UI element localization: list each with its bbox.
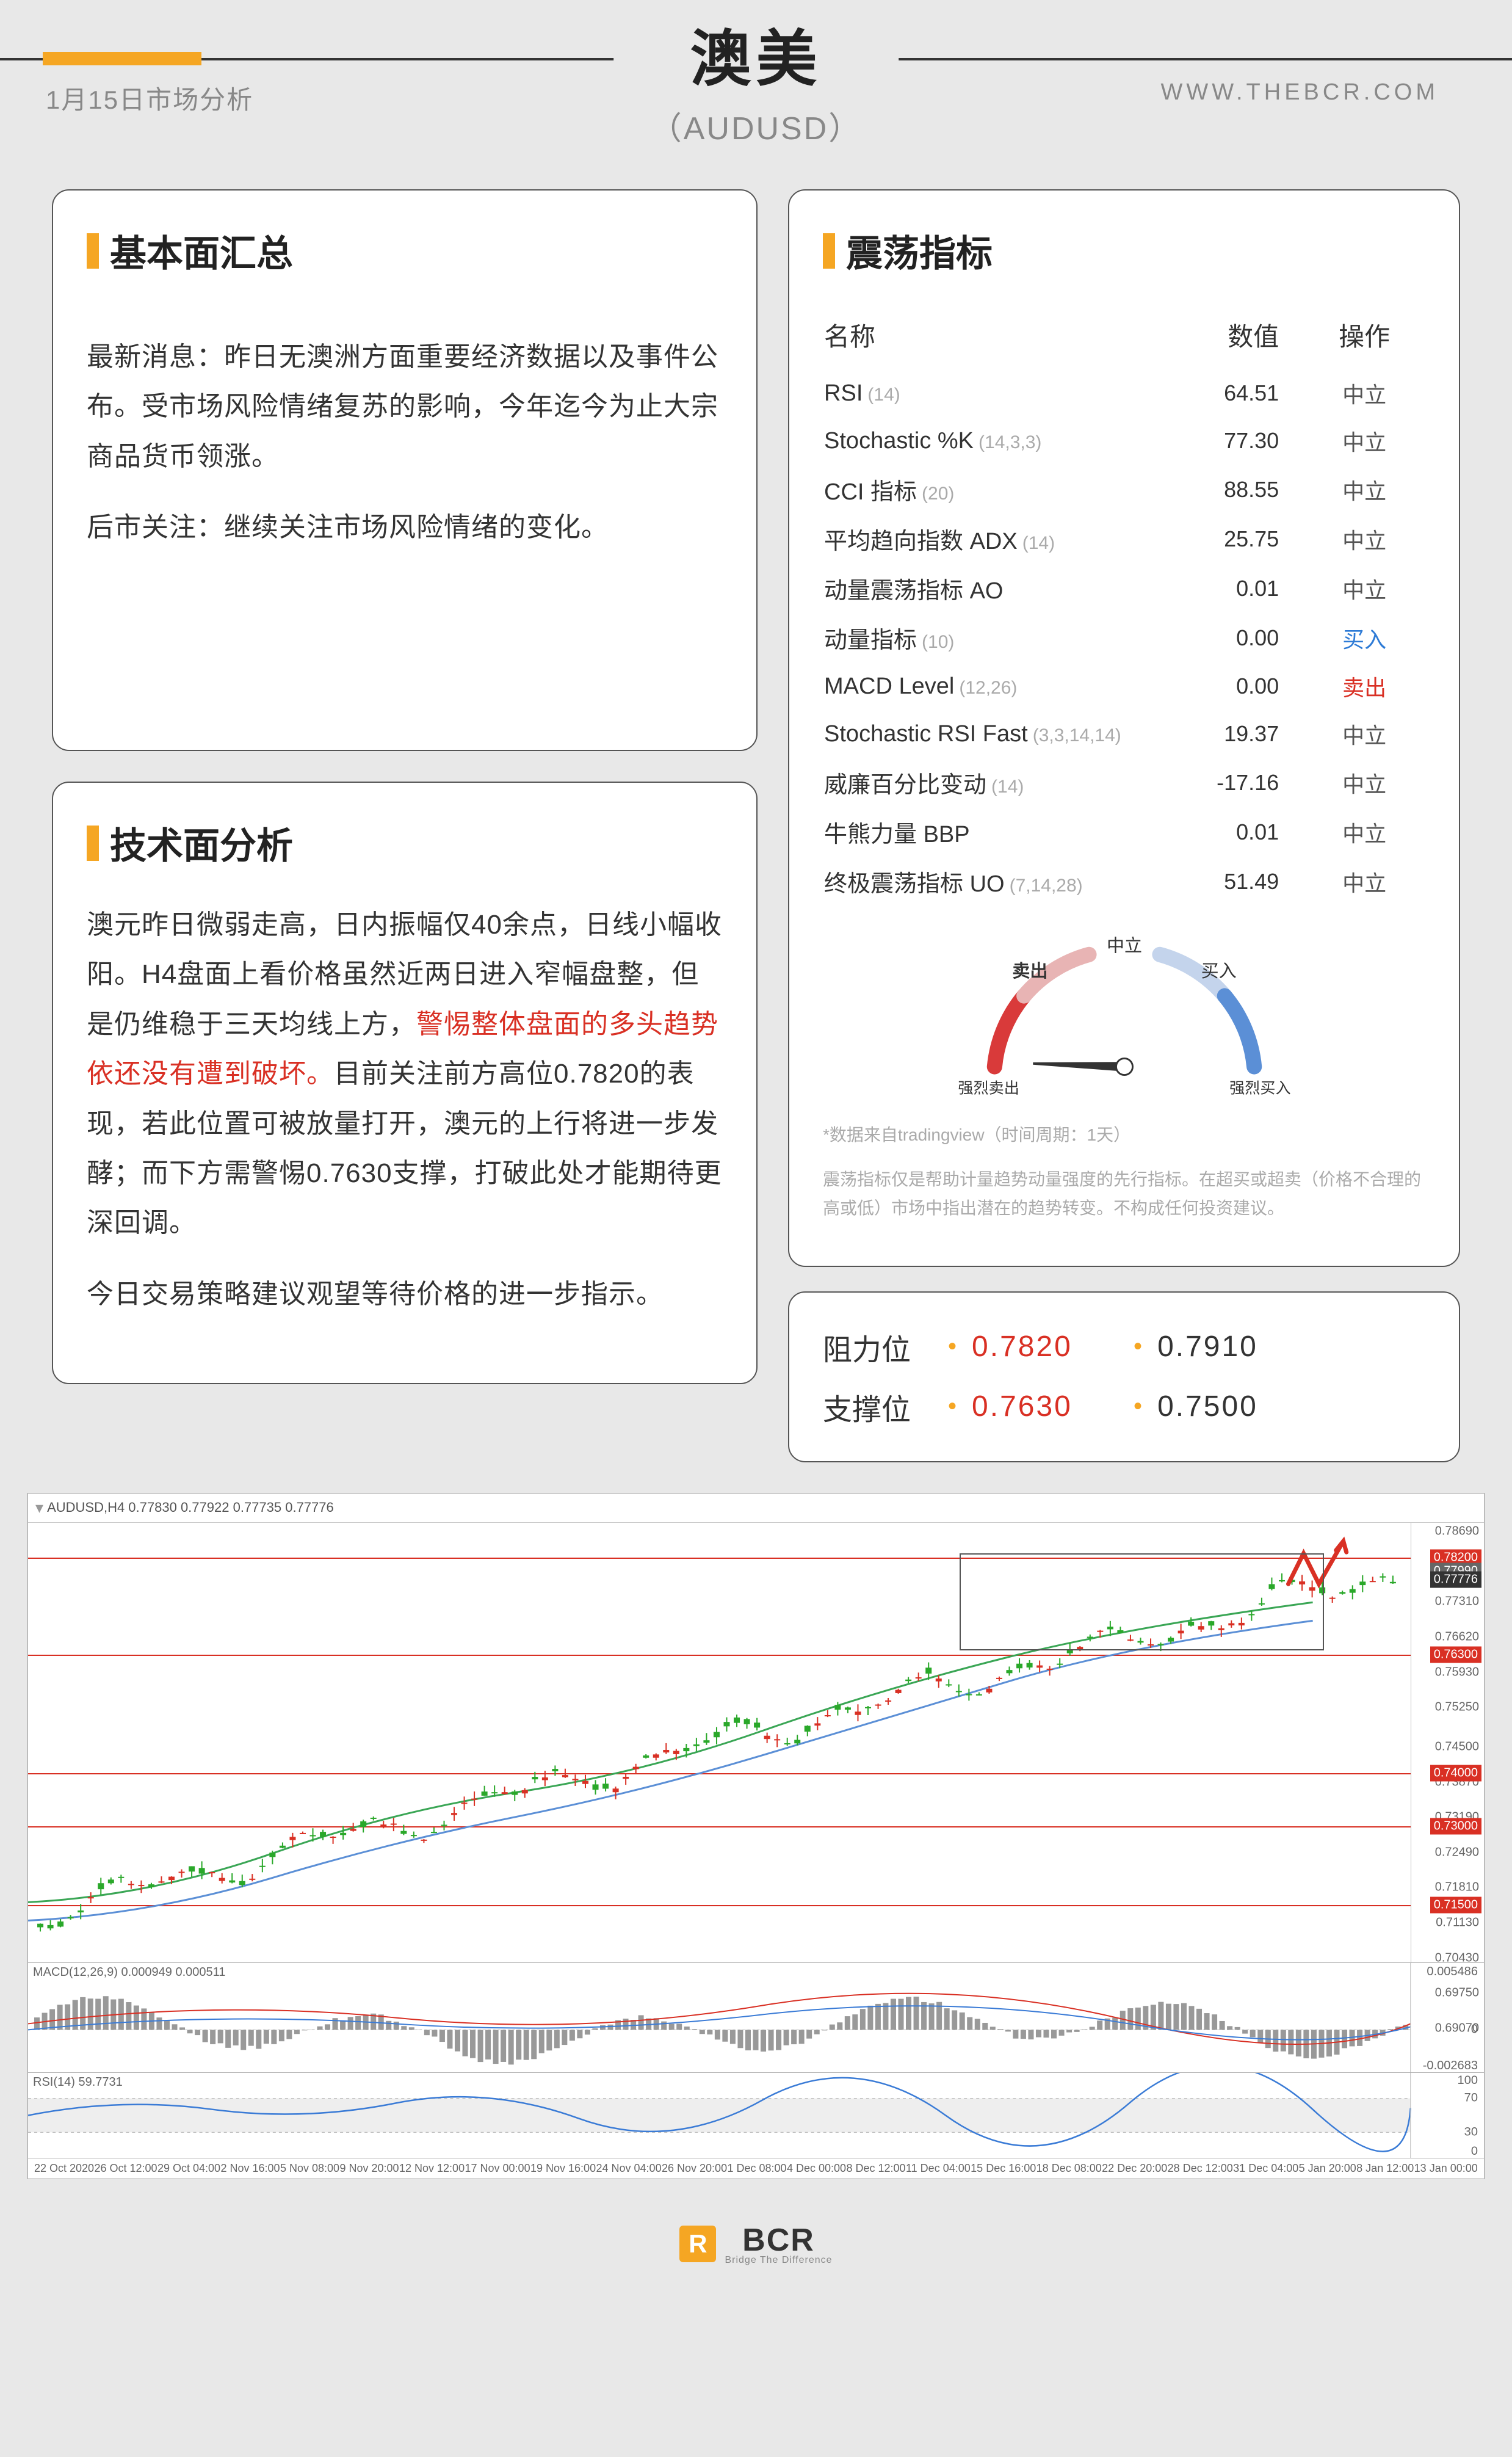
svg-text:100: 100 [1458, 2074, 1478, 2087]
disclaimer-2: 震荡指标仅是帮助计量趋势动量强度的先行指标。在超买或超卖（价格不合理的高或低）市… [823, 1165, 1425, 1223]
svg-text:30: 30 [1464, 2125, 1478, 2138]
svg-text:0: 0 [1471, 2022, 1478, 2036]
x-tick: 11 Dec 04:00 [906, 2162, 971, 2175]
disclaimer-1: *数据来自tradingview（时间周期：1天） [823, 1120, 1425, 1150]
dot-icon: • [1134, 1393, 1142, 1420]
technical-card: 技术面分析 澳元昨日微弱走高，日内振幅仅40余点，日线小幅收阳。H4盘面上看价格… [52, 782, 758, 1384]
svg-text:-0.002683: -0.002683 [1423, 2059, 1478, 2072]
indicator-table: 名称 数值 操作 RSI(14) 64.51 中立Stochastic %K(1… [823, 308, 1425, 907]
x-tick: 4 Dec 00:00 [787, 2162, 846, 2175]
indicator-row: 终极震荡指标 UO(7,14,28) 51.49 中立 [824, 857, 1424, 905]
fundamental-title: 基本面汇总 [87, 224, 723, 277]
x-tick: 15 Dec 16:00 [971, 2162, 1036, 2175]
chart-highlight-box [960, 1553, 1323, 1650]
title-block: 澳美 （AUDUSD） [613, 9, 899, 148]
chart-dropdown-icon: ▾ [35, 1498, 43, 1517]
x-tick: 22 Dec 20:00 [1102, 2162, 1167, 2175]
svg-text:70: 70 [1464, 2091, 1478, 2105]
dot-icon: • [948, 1393, 957, 1420]
fundamental-card: 基本面汇总 最新消息：昨日无澳洲方面重要经济数据以及事件公布。受市场风险情绪复苏… [52, 189, 758, 751]
svg-text:卖出: 卖出 [1012, 961, 1047, 981]
col-action: 操作 [1304, 309, 1424, 369]
site-url: WWW.THEBCR.COM [1160, 79, 1439, 106]
indicator-row: 平均趋向指数 ADX(14) 25.75 中立 [824, 515, 1424, 563]
sentiment-gauge: 中立 卖出 买入 强烈卖出 强烈买入 [823, 925, 1425, 1105]
fundamental-p2: 后市关注：继续关注市场风险情绪的变化。 [87, 503, 723, 552]
x-tick: 13 Jan 00:00 [1414, 2162, 1478, 2175]
page-title: 澳美 [650, 9, 863, 98]
fundamental-p1: 最新消息：昨日无澳洲方面重要经济数据以及事件公布。受市场风险情绪复苏的影响，今年… [87, 332, 723, 481]
indicator-row: 动量震荡指标 AO 0.01 中立 [824, 564, 1424, 612]
support-label: 支撑位 [823, 1385, 933, 1428]
chart-y-axis: 0.786900.773100.766200.759300.752500.745… [1411, 1523, 1484, 1962]
x-tick: 1 Dec 08:00 [728, 2162, 787, 2175]
x-tick: 29 Oct 04:00 [157, 2162, 220, 2175]
x-tick: 5 Nov 08:00 [280, 2162, 339, 2175]
logo-tagline: Bridge The Difference [725, 2255, 832, 2266]
x-tick: 8 Jan 12:00 [1356, 2162, 1414, 2175]
page-subtitle: （AUDUSD） [650, 103, 863, 148]
x-tick: 31 Dec 04:00 [1233, 2162, 1298, 2175]
resistance-1: 0.7820 [972, 1330, 1118, 1363]
x-tick: 12 Nov 12:00 [399, 2162, 465, 2175]
svg-text:强烈买入: 强烈买入 [1229, 1080, 1291, 1097]
indicator-row: 牛熊力量 BBP 0.01 中立 [824, 808, 1424, 856]
support-2: 0.7500 [1157, 1390, 1304, 1423]
technical-p2: 今日交易策略建议观望等待价格的进一步指示。 [87, 1269, 723, 1319]
x-tick: 18 Dec 08:00 [1036, 2162, 1102, 2175]
svg-text:0: 0 [1471, 2144, 1478, 2158]
x-tick: 24 Nov 04:00 [596, 2162, 662, 2175]
price-chart-panel: ▾ AUDUSD,H4 0.77830 0.77922 0.77735 0.77… [27, 1493, 1485, 2179]
x-tick: 28 Dec 12:00 [1168, 2162, 1233, 2175]
date-label: 1月15日市场分析 [46, 79, 253, 117]
levels-card: 阻力位 • 0.7820 • 0.7910 支撑位 • 0.7630 • 0.7… [788, 1291, 1460, 1462]
chart-ticker: AUDUSD,H4 0.77830 0.77922 0.77735 0.7777… [47, 1500, 334, 1515]
technical-title: 技术面分析 [87, 816, 723, 869]
rsi-label: RSI(14) 59.7731 [33, 2075, 123, 2089]
resistance-2: 0.7910 [1157, 1330, 1304, 1363]
indicator-row: MACD Level(12,26) 0.00 卖出 [824, 663, 1424, 710]
rsi-panel: RSI(14) 59.7731 100 70 30 0 [28, 2072, 1484, 2158]
dot-icon: • [1134, 1333, 1142, 1360]
dot-icon: • [948, 1333, 957, 1360]
indicator-row: CCI 指标(20) 88.55 中立 [824, 465, 1424, 514]
page-header: 1月15日市场分析 澳美 （AUDUSD） WWW.THEBCR.COM [0, 0, 1512, 171]
macd-panel: MACD(12,26,9) 0.000949 0.000511 0.005486… [28, 1962, 1484, 2072]
logo-text: BCR [725, 2222, 832, 2259]
support-1: 0.7630 [972, 1390, 1118, 1423]
indicator-row: RSI(14) 64.51 中立 [824, 370, 1424, 416]
oscillators-card: 震荡指标 名称 数值 操作 RSI(14) 64.51 中立Stochastic… [788, 189, 1460, 1267]
chart-x-axis: 22 Oct 202026 Oct 12:0029 Oct 04:002 Nov… [28, 2158, 1484, 2179]
oscillators-title: 震荡指标 [823, 224, 1425, 277]
indicator-row: Stochastic RSI Fast(3,3,14,14) 19.37 中立 [824, 711, 1424, 757]
x-tick: 22 Oct 2020 [34, 2162, 94, 2175]
col-value: 数值 [1184, 309, 1303, 369]
x-tick: 26 Oct 12:00 [95, 2162, 157, 2175]
indicator-row: 威廉百分比变动(14) -17.16 中立 [824, 758, 1424, 807]
x-tick: 19 Nov 16:00 [530, 2162, 596, 2175]
macd-label: MACD(12,26,9) 0.000949 0.000511 [33, 1965, 225, 1980]
svg-text:强烈卖出: 强烈卖出 [958, 1080, 1019, 1097]
page-footer: R BCR Bridge The Difference [0, 2198, 1512, 2303]
x-tick: 26 Nov 20:00 [662, 2162, 727, 2175]
svg-text:0.005486: 0.005486 [1427, 1965, 1478, 1978]
chart-body: 0.786900.773100.766200.759300.752500.745… [28, 1523, 1484, 1962]
resistance-label: 阻力位 [823, 1326, 933, 1368]
svg-text:买入: 买入 [1201, 962, 1236, 981]
col-name: 名称 [824, 309, 1182, 369]
x-tick: 8 Dec 12:00 [847, 2162, 906, 2175]
indicator-row: 动量指标(10) 0.00 买入 [824, 614, 1424, 662]
x-tick: 9 Nov 20:00 [340, 2162, 399, 2175]
gauge-neutral-label: 中立 [1107, 936, 1142, 956]
x-tick: 5 Jan 20:00 [1299, 2162, 1356, 2175]
x-tick: 2 Nov 16:00 [221, 2162, 280, 2175]
indicator-row: Stochastic %K(14,3,3) 77.30 中立 [824, 418, 1424, 464]
logo-icon: R [679, 2226, 716, 2262]
technical-p1: 澳元昨日微弱走高，日内振幅仅40余点，日线小幅收阳。H4盘面上看价格虽然近两日进… [87, 900, 723, 1248]
x-tick: 17 Nov 00:00 [465, 2162, 530, 2175]
accent-bar [43, 52, 201, 65]
